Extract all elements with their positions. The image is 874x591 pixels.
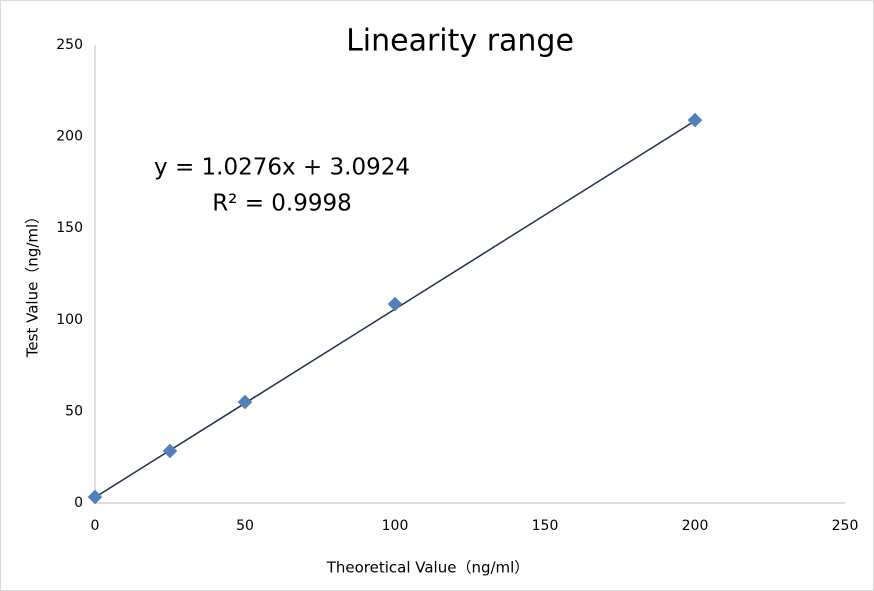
chart-title: Linearity range	[346, 24, 574, 59]
data-point	[237, 394, 253, 410]
y-tick-label: 50	[65, 403, 83, 419]
data-point	[162, 443, 178, 459]
x-axis-title: Theoretical Value（ng/ml）	[326, 559, 530, 577]
x-tick-label: 0	[91, 518, 100, 534]
y-tick-label: 0	[74, 495, 83, 511]
x-tick-label: 50	[236, 518, 254, 534]
data-point	[687, 112, 703, 128]
y-tick-label: 100	[56, 312, 83, 328]
data-point	[87, 489, 103, 505]
x-tick-label: 200	[682, 518, 709, 534]
x-tick-label: 100	[382, 518, 409, 534]
y-tick-label: 200	[56, 129, 83, 145]
r-squared: R² = 0.9998	[212, 191, 352, 217]
trendline-equation: y = 1.0276x + 3.0924	[154, 155, 410, 181]
x-tick-label: 150	[532, 518, 559, 534]
x-tick-label: 250	[832, 518, 859, 534]
y-tick-label: 250	[56, 37, 83, 53]
y-tick-label: 150	[56, 220, 83, 236]
data-point	[387, 296, 403, 312]
y-axis-title: Test Value（ng/ml）	[24, 209, 42, 358]
